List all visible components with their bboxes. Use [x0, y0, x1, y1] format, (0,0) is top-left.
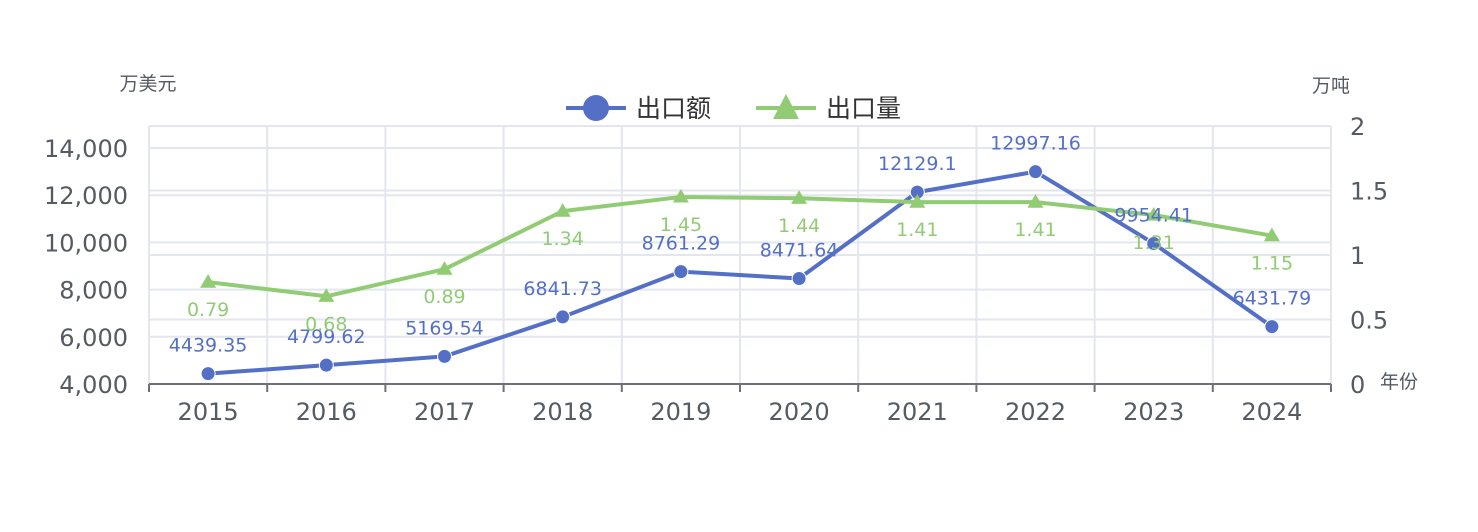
- legend-label: 出口量: [826, 94, 901, 123]
- legend-swatch-triangle: [773, 94, 799, 119]
- series-1-point: [791, 270, 807, 286]
- series-2-point: [1263, 227, 1280, 242]
- series-2-data-label: 0.79: [187, 299, 229, 321]
- series-1-point: [1264, 319, 1280, 335]
- y-right-tick-label: 0: [1350, 371, 1365, 399]
- y-right-tick-label: 2: [1350, 113, 1365, 141]
- series-2-data-label: 0.68: [305, 313, 347, 335]
- y-right-tick-label: 1.5: [1350, 178, 1388, 206]
- x-tick-label: 2016: [296, 398, 357, 426]
- x-tick-label: 2024: [1241, 398, 1302, 426]
- data-labels: 4439.35 4799.62 5169.54 6841.73 8761.29 8471.…: [169, 133, 1311, 357]
- series-1-point: [555, 309, 571, 325]
- series-2-data-label: 1.45: [660, 214, 702, 236]
- series: [200, 164, 1280, 382]
- y-right-axis-title: 万吨: [1312, 75, 1350, 97]
- series-1-data-label: 12997.16: [990, 133, 1081, 155]
- series-2-point: [672, 188, 689, 203]
- series-2-data-label: 1.31: [1133, 232, 1175, 254]
- series-1-data-label: 9954.41: [1114, 204, 1193, 226]
- legend-swatch-circle: [583, 95, 609, 121]
- y-left-tick-label: 10,000: [44, 229, 128, 257]
- series-2-data-label: 1.41: [1014, 219, 1056, 241]
- y-left-tick-label: 12,000: [44, 182, 128, 210]
- y-left-tick-label: 14,000: [44, 135, 128, 163]
- y-left-axis-title: 万美元: [119, 73, 176, 95]
- x-tick-label: 2021: [887, 398, 948, 426]
- series-2-point: [909, 194, 926, 208]
- series-1-point: [1146, 235, 1162, 251]
- x-tick-label: 2022: [1005, 398, 1066, 426]
- series-1-data-label: 8761.29: [642, 233, 721, 255]
- series-1-point: [1028, 164, 1043, 180]
- y-right-tick-label: 0.5: [1350, 307, 1388, 335]
- series-1-point: [200, 366, 216, 382]
- x-tick-label: 2019: [650, 398, 711, 426]
- series-2-data-label: 1.34: [542, 228, 584, 250]
- series-line-2: [207, 194, 1273, 299]
- y-left-tick-label: 8,000: [59, 277, 128, 305]
- series-2-point: [318, 288, 335, 302]
- legend[interactable]: 出口额 出口量: [566, 94, 901, 123]
- series-2-point: [791, 190, 808, 204]
- series-1-point: [437, 348, 452, 364]
- series-1-data-label: 6841.73: [523, 278, 602, 300]
- series-2-point: [554, 203, 571, 217]
- x-tick-label: 2023: [1123, 398, 1184, 426]
- series-2-data-label: 0.89: [423, 286, 465, 308]
- y-right-tick-label: 1: [1350, 242, 1365, 270]
- x-tick-label: 2017: [414, 398, 475, 426]
- series-1-data-label: 12129.1: [878, 153, 957, 175]
- legend-item-1[interactable]: 出口额: [566, 94, 711, 123]
- legend-item-2[interactable]: 出口量: [756, 94, 901, 123]
- series-1-data-label: 4799.62: [287, 326, 366, 348]
- x-tick-label: 2015: [178, 398, 239, 426]
- series-2-data-label: 1.44: [778, 215, 820, 237]
- x-tick-label: 2018: [532, 398, 593, 426]
- grid: [148, 125, 1332, 385]
- y-left-tick-label: 6,000: [59, 324, 128, 352]
- y-left-tick-label: 4,000: [59, 371, 128, 399]
- axes: 2015 2016 2017 2018 2019 2020 2021 2022 2023 2024…: [44, 73, 1418, 426]
- legend-label: 出口额: [636, 94, 711, 123]
- series-2-point: [200, 274, 217, 288]
- x-axis-title: 年份: [1380, 371, 1418, 393]
- series-2-data-label: 1.41: [896, 219, 938, 241]
- series-1-data-label: 4439.35: [169, 335, 248, 357]
- series-1-point: [673, 264, 689, 280]
- series-2-data-label: 1.15: [1251, 253, 1293, 275]
- series-2-point: [436, 261, 453, 275]
- series-1-data-label: 5169.54: [405, 317, 484, 339]
- series-1-point: [318, 357, 334, 373]
- x-tick-label: 2020: [769, 398, 830, 426]
- series-1-data-label: 8471.64: [760, 239, 839, 261]
- series-1-data-label: 6431.79: [1233, 288, 1312, 310]
- series-2-point: [1027, 194, 1044, 208]
- series-2-point: [1145, 207, 1162, 221]
